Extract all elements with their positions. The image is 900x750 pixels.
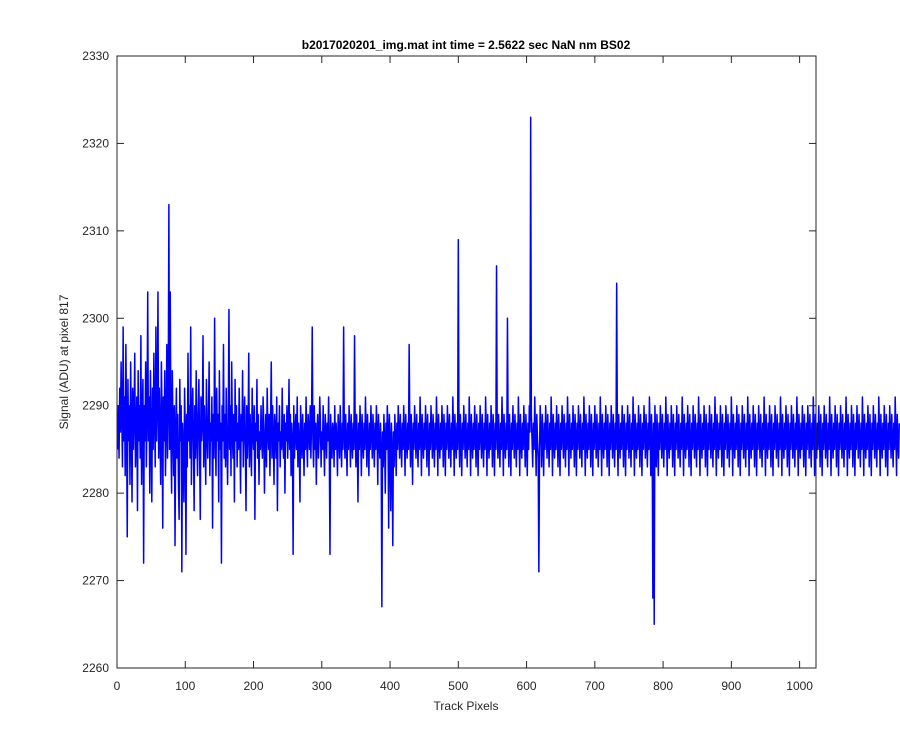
axes-layer xyxy=(116,55,817,669)
x-tick-label: 400 xyxy=(380,679,400,693)
x-tick-label: 200 xyxy=(244,679,264,693)
series-line xyxy=(116,116,900,626)
x-tick-label: 100 xyxy=(175,679,195,693)
x-tick-label: 1000 xyxy=(786,679,813,693)
plot-area xyxy=(117,56,816,668)
y-tick-label: 2300 xyxy=(82,311,109,325)
x-tick-label: 800 xyxy=(653,679,673,693)
x-tick-labels: 0 100 200 300 400 500 600 700 800 900 1000 xyxy=(114,679,814,693)
y-tick-label: 2270 xyxy=(82,574,109,588)
y-tick-label: 2310 xyxy=(82,224,109,238)
x-tick-label: 700 xyxy=(585,679,605,693)
axes-box xyxy=(116,55,817,669)
y-tick-label: 2320 xyxy=(82,136,109,150)
series-layer xyxy=(116,116,900,626)
x-axis-label: Track Pixels xyxy=(434,699,499,713)
x-tick-label: 300 xyxy=(312,679,332,693)
x-tick-label: 600 xyxy=(517,679,537,693)
y-tick-label: 2290 xyxy=(82,399,109,413)
x-tick-label: 500 xyxy=(448,679,468,693)
y-tick-label: 2260 xyxy=(82,661,109,675)
chart-title: b2017020201_img.mat int time = 2.5622 se… xyxy=(302,38,631,52)
y-tick-label: 2280 xyxy=(82,486,109,500)
y-tick-label: 2330 xyxy=(82,49,109,63)
x-tick-label: 0 xyxy=(114,679,121,693)
y-tick-labels: 2260 2270 2280 2290 2300 2310 2320 2330 xyxy=(82,49,109,675)
y-axis-label: Signal (ADU) at pixel 817 xyxy=(57,294,71,429)
x-tick-label: 900 xyxy=(721,679,741,693)
